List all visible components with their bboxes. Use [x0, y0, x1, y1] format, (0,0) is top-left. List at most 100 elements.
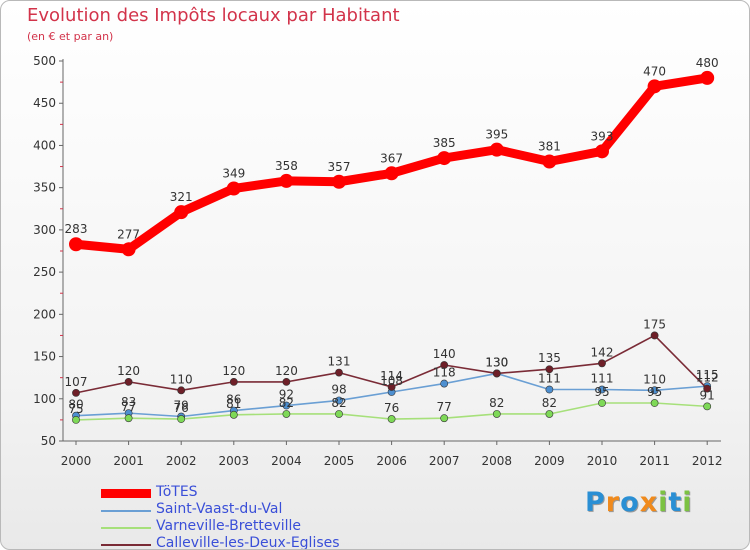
data-point: [703, 402, 712, 411]
data-point: [703, 384, 712, 393]
data-point: [72, 415, 80, 424]
data-point: [229, 377, 238, 386]
data-point: [542, 154, 557, 169]
data-point: [545, 385, 554, 394]
data-label: 175: [643, 317, 666, 331]
data-label: 393: [591, 129, 614, 143]
data-label: 77: [437, 400, 452, 414]
data-label: 277: [117, 227, 140, 241]
data-label: 480: [696, 56, 719, 70]
data-label: 92: [279, 388, 294, 402]
logo-letter: i: [658, 487, 669, 518]
data-label: 321: [170, 190, 193, 204]
data-point: [598, 359, 606, 368]
series-2: [72, 399, 712, 424]
data-label: 135: [538, 351, 561, 365]
x-tick-label: 2007: [429, 454, 460, 468]
data-label: 120: [275, 364, 298, 378]
data-point: [177, 415, 186, 423]
data-label: 75: [68, 402, 83, 416]
data-point: [174, 205, 189, 220]
data-point: [279, 173, 294, 188]
data-point: [440, 414, 449, 423]
data-label: 381: [538, 139, 561, 153]
data-point: [595, 144, 609, 159]
legend-label: TöTES: [156, 484, 198, 500]
data-label: 111: [538, 371, 561, 385]
data-label: 81: [226, 397, 241, 411]
logo-letter: o: [620, 487, 640, 518]
data-label: 76: [384, 401, 399, 415]
data-point: [647, 79, 662, 94]
data-label: 86: [226, 393, 241, 407]
data-point: [545, 410, 554, 418]
y-tick-label: 250: [33, 265, 56, 279]
data-label: 111: [591, 371, 614, 385]
data-label: 82: [331, 396, 346, 410]
data-point: [335, 396, 343, 405]
data-label: 349: [222, 167, 245, 181]
data-label: 367: [380, 151, 403, 165]
y-tick-label: 50: [41, 434, 56, 448]
data-point: [598, 385, 606, 394]
data-label: 142: [591, 345, 614, 359]
data-label: 95: [594, 385, 609, 399]
data-label: 108: [380, 374, 403, 388]
y-tick-label: 100: [33, 392, 56, 406]
data-label: 110: [643, 372, 666, 386]
data-point: [650, 386, 659, 395]
x-tick-label: 2004: [271, 454, 302, 468]
y-tick-label: 200: [33, 307, 56, 321]
legend-swatch: [101, 489, 151, 498]
data-label: 95: [647, 385, 662, 399]
data-point: [72, 388, 80, 397]
data-point: [437, 151, 452, 166]
data-point: [387, 415, 396, 423]
series-3: [72, 331, 712, 397]
data-point: [545, 365, 554, 374]
x-tick-label: 2002: [166, 454, 197, 468]
chart-subtitle: (en € et par an): [27, 30, 114, 43]
legend-swatch: [101, 527, 151, 529]
data-point: [440, 361, 449, 369]
data-point: [598, 399, 606, 407]
data-point: [492, 369, 501, 378]
x-tick-label: 2000: [61, 454, 92, 468]
data-label: 115: [696, 368, 719, 382]
legend-swatch: [101, 544, 151, 546]
data-point: [489, 142, 504, 157]
series-0: [69, 70, 715, 257]
data-label: 82: [489, 396, 504, 410]
data-point: [492, 410, 501, 418]
data-label: 118: [433, 366, 456, 380]
data-label: 79: [174, 399, 189, 413]
data-point: [124, 414, 133, 423]
logo-letter: r: [605, 487, 621, 518]
data-point: [387, 383, 396, 391]
data-point: [282, 401, 291, 410]
data-point: [282, 377, 291, 386]
data-label: 357: [328, 160, 351, 174]
legend-label: Saint-Vaast-du-Val: [156, 501, 283, 517]
data-point: [229, 410, 238, 419]
y-tick-label: 450: [33, 96, 56, 110]
y-tick-label: 400: [33, 138, 56, 152]
data-label: 107: [65, 375, 88, 389]
data-point: [124, 377, 133, 386]
data-point: [650, 331, 659, 340]
data-label: 130: [485, 355, 508, 369]
y-tick-label: 150: [33, 350, 56, 364]
data-label: 76: [174, 401, 189, 415]
x-tick-label: 2008: [482, 454, 513, 468]
logo-letter: x: [639, 487, 659, 518]
data-label: 91: [700, 388, 715, 402]
proxiti-logo: Proxiti: [585, 487, 693, 518]
data-label: 114: [380, 369, 403, 383]
axes: 50 100 150 200 250 300 350 400 450 500 2000 2001 200…: [33, 54, 722, 468]
data-label: 385: [433, 136, 456, 150]
data-label: 130: [485, 355, 508, 369]
data-point: [121, 242, 136, 257]
data-label: 131: [328, 355, 351, 369]
